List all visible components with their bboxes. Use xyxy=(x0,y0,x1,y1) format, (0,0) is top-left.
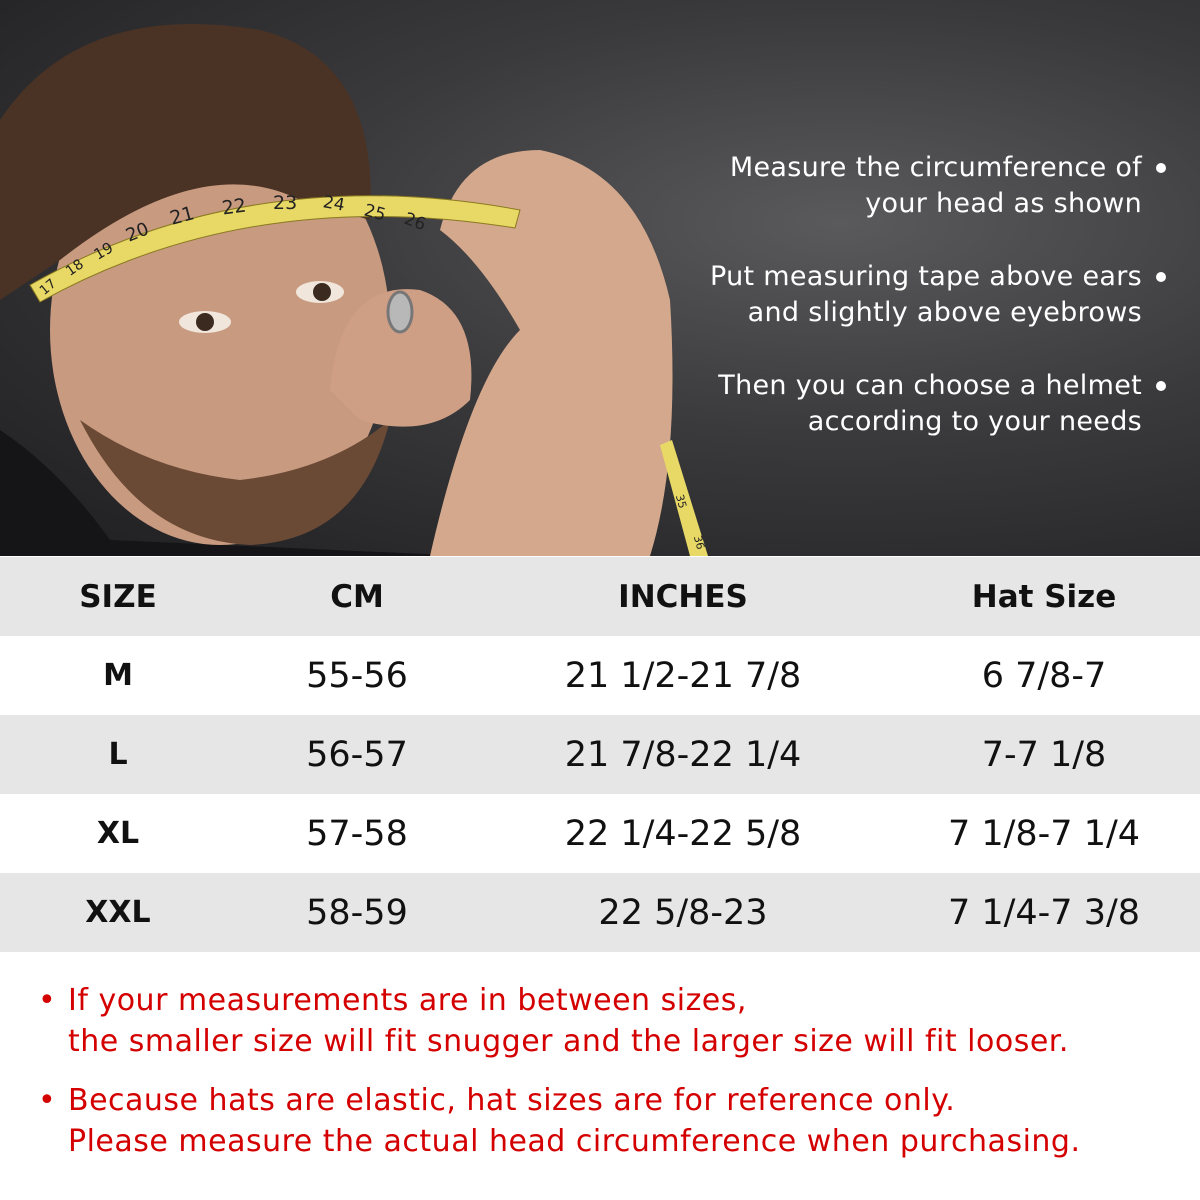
hat-size-cell: 7-7 1/8 xyxy=(981,734,1107,775)
table-row: XL 57-58 22 1/4-22 5/8 7 1/8-7 1/4 xyxy=(0,794,1200,873)
header-size: SIZE xyxy=(79,578,157,615)
note-text: Because hats are elastic, hat sizes are … xyxy=(68,1083,1081,1159)
measuring-tips: Measure the circumference of your head a… xyxy=(646,150,1166,477)
header-inches: INCHES xyxy=(618,578,748,615)
note-item: • Because hats are elastic, hat sizes are… xyxy=(38,1080,1178,1162)
tape-mark: 24 xyxy=(321,192,347,216)
tip-text: Measure the circumference of your head a… xyxy=(729,152,1142,219)
inches-cell: 22 1/4-22 5/8 xyxy=(564,813,802,854)
size-cell: M xyxy=(103,658,133,693)
cm-cell: 57-58 xyxy=(306,813,408,854)
bullet-icon: • xyxy=(38,1083,56,1118)
tip-item: Put measuring tape above ears and slight… xyxy=(646,259,1166,331)
table-row: M 55-56 21 1/2-21 7/8 6 7/8-7 xyxy=(0,636,1200,715)
sizing-notes: • If your measurements are in between siz… xyxy=(38,980,1178,1180)
cm-cell: 58-59 xyxy=(306,892,408,933)
hat-size-cell: 7 1/4-7 3/8 xyxy=(947,892,1141,933)
note-text: If your measurements are in between size… xyxy=(68,983,1069,1059)
size-cell: XL xyxy=(96,816,140,851)
man-measuring-head-illustration xyxy=(0,24,708,556)
tip-item: Measure the circumference of your head a… xyxy=(646,150,1166,222)
bullet-icon: • xyxy=(38,983,56,1018)
size-cell: XXL xyxy=(85,895,151,930)
tip-item: Then you can choose a helmet according t… xyxy=(646,368,1166,440)
bullet-icon xyxy=(1156,163,1166,173)
header-hat-size: Hat Size xyxy=(971,578,1117,615)
inches-cell: 21 1/2-21 7/8 xyxy=(564,655,802,696)
size-cell: L xyxy=(108,737,128,772)
cm-cell: 56-57 xyxy=(306,734,408,775)
tip-text: Then you can choose a helmet according t… xyxy=(718,370,1142,437)
cm-cell: 55-56 xyxy=(306,655,408,696)
bullet-icon xyxy=(1156,381,1166,391)
tip-text: Put measuring tape above ears and slight… xyxy=(709,261,1142,328)
hat-size-cell: 6 7/8-7 xyxy=(981,655,1107,696)
note-item: • If your measurements are in between siz… xyxy=(38,980,1178,1062)
head-measuring-photo: 17 18 19 20 21 22 23 24 25 26 35 36 Meas… xyxy=(0,0,1200,556)
inches-cell: 21 7/8-22 1/4 xyxy=(564,734,802,775)
hat-size-cell: 7 1/8-7 1/4 xyxy=(947,813,1141,854)
table-row: L 56-57 21 7/8-22 1/4 7-7 1/8 xyxy=(0,715,1200,794)
tape-mark: 22 xyxy=(220,194,248,220)
inches-cell: 22 5/8-23 xyxy=(598,892,768,933)
header-cm: CM xyxy=(330,578,384,615)
table-header-row: SIZE CM INCHES Hat Size xyxy=(0,557,1200,636)
bullet-icon xyxy=(1156,272,1166,282)
size-chart-table: SIZE CM INCHES Hat Size M 55-56 21 1/2-2… xyxy=(0,557,1200,952)
table-row: XXL 58-59 22 5/8-23 7 1/4-7 3/8 xyxy=(0,873,1200,952)
tape-mark: 23 xyxy=(273,192,298,214)
